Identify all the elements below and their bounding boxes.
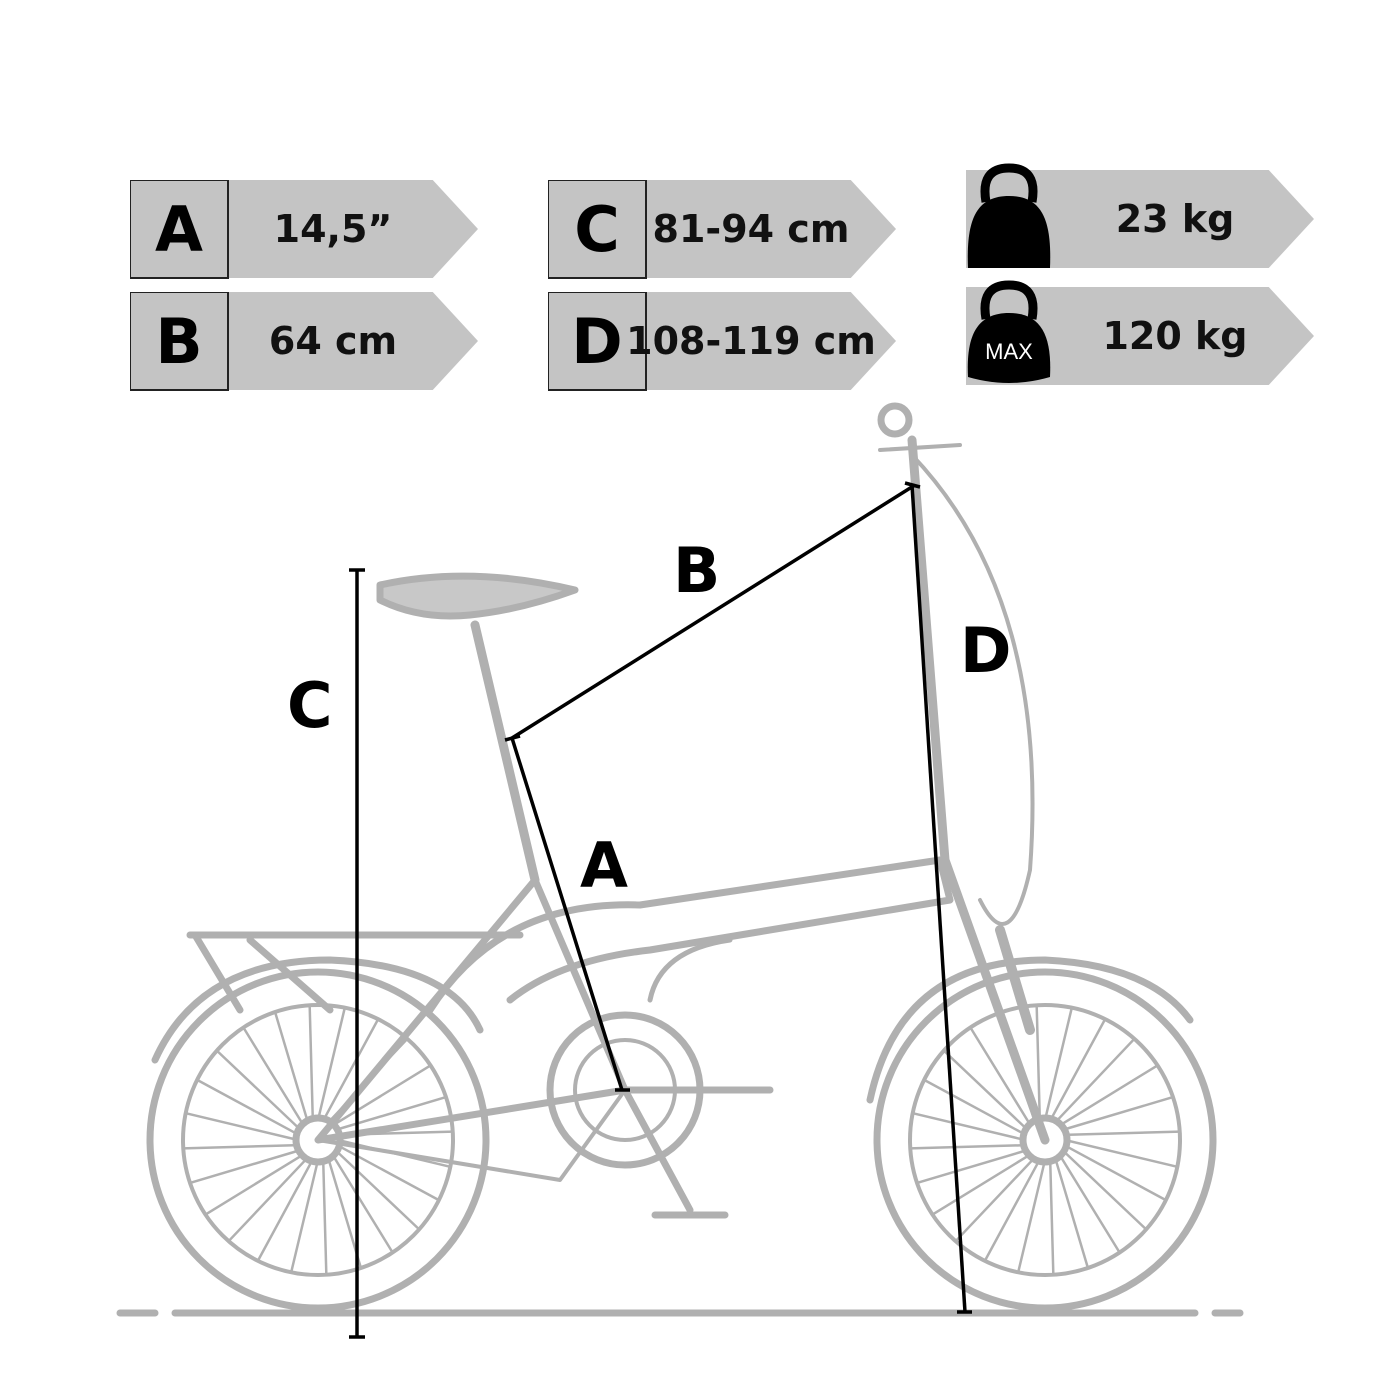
wheel-spoke	[983, 1158, 1042, 1263]
kettlebell-icon	[967, 163, 1051, 268]
spec-value: 81-94 cm	[652, 207, 850, 251]
wheel-spoke	[1035, 1004, 1042, 1122]
wheel-spoke	[1043, 1006, 1074, 1122]
weight-value: 23 kg	[1115, 197, 1235, 241]
wheel-spoke	[1053, 1156, 1090, 1270]
wheel-spoke	[915, 1148, 1029, 1185]
max-load-value: 120 kg	[1102, 314, 1248, 358]
label-d: D	[960, 614, 1011, 687]
brake-cable	[878, 443, 1035, 926]
wheel-spoke	[1063, 1138, 1179, 1169]
spec-value: 64 cm	[268, 319, 398, 363]
front-fender	[866, 956, 1194, 1104]
max-text: MAX	[985, 339, 1033, 364]
main-frame	[426, 856, 954, 1014]
wheel-spoke	[1061, 1148, 1148, 1231]
wheel-spoke	[227, 1156, 310, 1243]
label-a: A	[580, 829, 628, 902]
wheel-spoke	[931, 1152, 1033, 1216]
spec-letter: B	[130, 292, 229, 391]
wheel-spoke	[330, 1152, 394, 1254]
wheel-spoke	[256, 1158, 315, 1263]
max-load-tag: MAX 120 kg	[966, 280, 1314, 385]
wheel-spoke	[1061, 1095, 1175, 1132]
spec-tag-a: A 14,5”	[130, 180, 478, 279]
wheel-spoke	[316, 1006, 347, 1122]
wheel-spoke	[289, 1158, 320, 1274]
wheel-spoke	[242, 1026, 306, 1128]
wheel-spoke	[922, 1078, 1027, 1137]
measure-line-a	[510, 737, 624, 1091]
wheel-spoke	[942, 1049, 1029, 1132]
wheel-spoke	[1048, 1017, 1107, 1122]
spec-value: 108-119 cm	[626, 319, 876, 363]
wheel-spoke	[909, 1143, 1027, 1150]
wheel-spoke	[334, 1148, 421, 1231]
rear-wheel	[146, 968, 490, 1312]
wheel-spoke	[182, 1143, 300, 1150]
measure-line-d	[910, 484, 967, 1313]
wheel-spoke	[308, 1004, 315, 1122]
wheel-spoke	[1016, 1158, 1047, 1274]
bike-illustration	[116, 402, 1244, 1317]
saddle	[376, 572, 579, 620]
wheel-spoke	[188, 1148, 302, 1185]
wheel-spoke	[1053, 1037, 1136, 1124]
weight-tag: 23 kg	[966, 163, 1314, 268]
wheel-spoke	[330, 1064, 432, 1128]
wheel-spoke	[321, 1017, 380, 1122]
spec-value: 14,5”	[273, 207, 393, 251]
stem-fork	[907, 435, 1050, 1145]
rear-fender	[151, 956, 484, 1064]
wheel-spoke	[321, 1158, 328, 1276]
spec-letter: A	[130, 180, 229, 279]
wheel-spoke	[195, 1078, 300, 1137]
measurement-lines	[349, 481, 972, 1339]
wheel-spoke	[215, 1049, 302, 1132]
wheel-spoke	[1057, 1064, 1159, 1128]
spec-letter: D	[548, 292, 647, 391]
crank-pedal	[621, 1086, 774, 1219]
wheel-spoke	[204, 1152, 306, 1216]
wheel-spoke	[969, 1026, 1033, 1128]
wheel-spoke	[336, 1143, 441, 1202]
kettlebell-max-icon: MAX	[967, 280, 1051, 383]
wheel-spoke	[1063, 1130, 1181, 1137]
seatpost	[470, 620, 540, 885]
spec-tag-c: C 81-94 cm	[548, 180, 896, 279]
wheel-spoke	[1057, 1152, 1121, 1254]
wheel-spoke	[911, 1111, 1027, 1142]
front-wheel	[873, 968, 1217, 1312]
wheel-spoke	[1063, 1143, 1168, 1202]
rear-rack	[186, 931, 524, 1014]
spec-letter: C	[548, 180, 647, 279]
spec-tag-d: D 108-119 cm	[548, 292, 896, 391]
wheel-spoke	[954, 1156, 1037, 1243]
label-c: C	[287, 669, 333, 742]
wheel-spoke	[334, 1095, 448, 1132]
wheel-spoke	[273, 1010, 310, 1124]
handlebar-grip	[877, 402, 913, 438]
label-b: B	[673, 534, 720, 607]
wheel-spoke	[1048, 1158, 1055, 1276]
spec-tag-b: B 64 cm	[130, 292, 478, 391]
wheel-spoke	[184, 1111, 300, 1142]
measure-line-b	[511, 483, 916, 740]
